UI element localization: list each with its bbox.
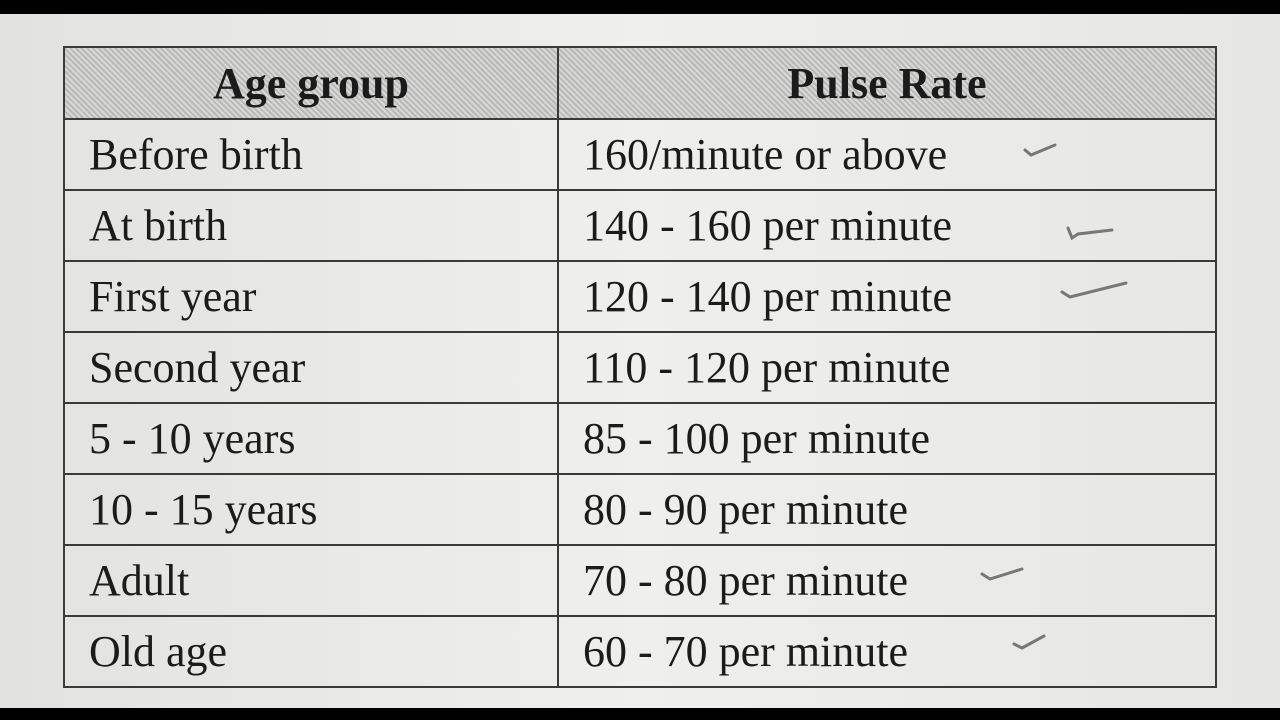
top-bar [0, 0, 1280, 14]
table-cell: 120 - 140 per minute [557, 260, 1217, 333]
table-row: Old age 60 - 70 per minute [63, 615, 1217, 688]
check-mark [1066, 226, 1114, 241]
table-cell: Second year [63, 331, 559, 404]
check-mark [1060, 281, 1128, 299]
table-row: Second year 110 - 120 per minute [63, 331, 1217, 404]
table-row: First year 120 - 140 per minute [63, 260, 1217, 333]
table-cell: 60 - 70 per minute [557, 615, 1217, 688]
table-cell: Old age [63, 615, 559, 688]
table-cell: First year [63, 260, 559, 333]
table-cell: 80 - 90 per minute [557, 473, 1217, 546]
table-cell: Before birth [63, 118, 559, 191]
pulse-table: Age group Pulse Rate Before birth 160/minu… [63, 46, 1217, 688]
check-mark [1012, 634, 1046, 650]
table-cell: 70 - 80 per minute [557, 544, 1217, 617]
table-cell: At birth [63, 189, 559, 262]
table-row: 10 - 15 years 80 - 90 per minute [63, 473, 1217, 546]
table-cell: Adult [63, 544, 559, 617]
table-row: 5 - 10 years 85 - 100 per minute [63, 402, 1217, 475]
check-mark [980, 567, 1024, 581]
table-body: Before birth 160/minute or above At birth 1… [63, 118, 1217, 688]
table-cell: 140 - 160 per minute [557, 189, 1217, 262]
table-cell: 160/minute or above [557, 118, 1217, 191]
header-cell: Age group [63, 46, 559, 120]
table-row: At birth 140 - 160 per minute [63, 189, 1217, 262]
table-cell: 85 - 100 per minute [557, 402, 1217, 475]
table-cell: 5 - 10 years [63, 402, 559, 475]
table-cell: 110 - 120 per minute [557, 331, 1217, 404]
table-cell: 10 - 15 years [63, 473, 559, 546]
header-row: Age group Pulse Rate [63, 46, 1217, 120]
table-row: Before birth 160/minute or above [63, 118, 1217, 191]
header-cell: Pulse Rate [557, 46, 1217, 120]
table-row: Adult 70 - 80 per minute [63, 544, 1217, 617]
bottom-bar [0, 708, 1280, 720]
check-mark [1023, 143, 1057, 157]
